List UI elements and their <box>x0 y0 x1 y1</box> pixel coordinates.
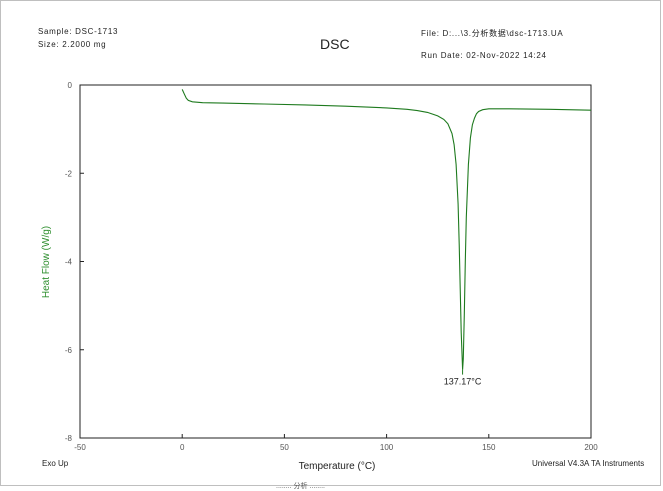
x-tick-label: 50 <box>280 443 289 452</box>
x-tick-label: 200 <box>584 443 598 452</box>
sample-size: Size: 2.2000 mg <box>38 40 107 49</box>
chart-title: DSC <box>320 36 350 52</box>
bottom-caption: ........ 分析 ........ <box>276 483 326 490</box>
annotations: 137.17°C <box>444 369 482 387</box>
sample-name: Sample: DSC-1713 <box>38 27 119 36</box>
x-tick-label: 100 <box>380 443 394 452</box>
y-tick-label: 0 <box>68 81 73 90</box>
y-tick-label: -6 <box>65 346 73 355</box>
run-date: Run Date: 02-Nov-2022 14:24 <box>421 51 547 60</box>
x-tick-label: -50 <box>74 443 86 452</box>
instrument-label: Universal V4.3A TA Instruments <box>532 459 645 468</box>
y-tick-label: -8 <box>65 434 73 443</box>
x-tick-label: 150 <box>482 443 496 452</box>
file-path: File: D:...\3.分析数据\dsc-1713.UA <box>421 29 564 38</box>
x-tick-label: 0 <box>180 443 185 452</box>
y-tick-label: -2 <box>65 169 73 178</box>
exo-up-label: Exo Up <box>42 459 69 468</box>
axis-ticks: -50 0 50 100 150 200 0 -2 -4 -6 -8 <box>65 81 598 452</box>
y-tick-label: -4 <box>65 258 73 267</box>
plot-area-frame <box>79 84 592 439</box>
peak-label: 137.17°C <box>444 377 482 387</box>
x-axis-label: Temperature (°C) <box>299 461 376 472</box>
y-axis-label: Heat Flow (W/g) <box>41 226 52 298</box>
heat-flow-curve <box>181 89 592 370</box>
